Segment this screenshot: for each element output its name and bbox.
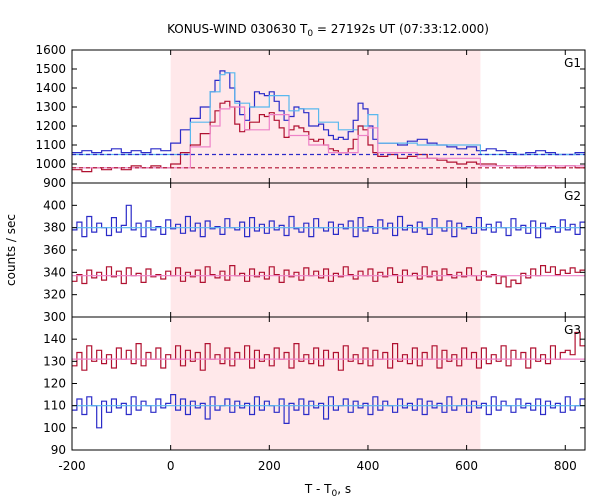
y-tick-label: 140	[43, 332, 66, 346]
y-tick-label: 120	[43, 377, 66, 391]
series-blue-series-g1	[72, 70, 585, 156]
y-tick-label: 360	[43, 243, 66, 257]
series-group	[72, 70, 585, 173]
y-tick-label: 1000	[35, 157, 66, 171]
y-tick-label: 900	[43, 176, 66, 190]
panel-label: G3	[564, 323, 581, 337]
x-tick-label: 600	[455, 459, 478, 473]
series-group	[72, 331, 585, 429]
series-red-series-g3	[72, 331, 585, 371]
y-tick-label: 1300	[35, 100, 66, 114]
y-tick-label: 320	[43, 288, 66, 302]
y-tick-label: 1200	[35, 119, 66, 133]
chart-title: KONUS-WIND 030630 T0 = 27192s UT (07:33:…	[167, 22, 489, 39]
y-tick-label: 1500	[35, 62, 66, 76]
panel-g2: 300 320 340 360 380 400 G2	[43, 182, 586, 324]
series-blue-series-g3	[72, 394, 585, 429]
y-tick-label: 1400	[35, 81, 66, 95]
plot-area: 9001000110012001300140015001600G13003203…	[35, 43, 586, 473]
y-axis-label: counts / sec	[4, 214, 18, 286]
x-axis-label: T - T0, s	[304, 482, 351, 499]
x-tick-label: 400	[357, 459, 380, 473]
y-tick-label: 130	[43, 354, 66, 368]
y-tick-label: 340	[43, 265, 66, 279]
highlight-interval	[170, 50, 481, 450]
series-red-fit-g1	[72, 106, 585, 169]
panel-g3: 90 100 110 120 130 140 G3	[43, 316, 586, 457]
series-blue-series-g2	[72, 204, 585, 239]
y-tick-label: 380	[43, 221, 66, 235]
panel-g1: 900 1000 1100 1200 1300 1400 1500 1600 G1	[35, 43, 586, 190]
x-tick-label: 0	[167, 459, 175, 473]
series-blue-fit-g1	[72, 72, 585, 156]
y-tick-label: 400	[43, 198, 66, 212]
x-tick-label: 200	[258, 459, 281, 473]
panel-label: G2	[564, 189, 581, 203]
y-tick-label: 300	[43, 310, 66, 324]
y-tick-label: 110	[43, 399, 66, 413]
x-tick-label: 800	[554, 459, 577, 473]
series-group	[72, 204, 585, 288]
y-tick-label: 100	[43, 421, 66, 435]
x-tick-label: -200	[58, 459, 85, 473]
panel-label: G1	[564, 56, 581, 70]
y-tick-label: 1600	[35, 43, 66, 57]
y-tick-label: 1100	[35, 138, 66, 152]
y-tick-label: 90	[51, 443, 66, 457]
